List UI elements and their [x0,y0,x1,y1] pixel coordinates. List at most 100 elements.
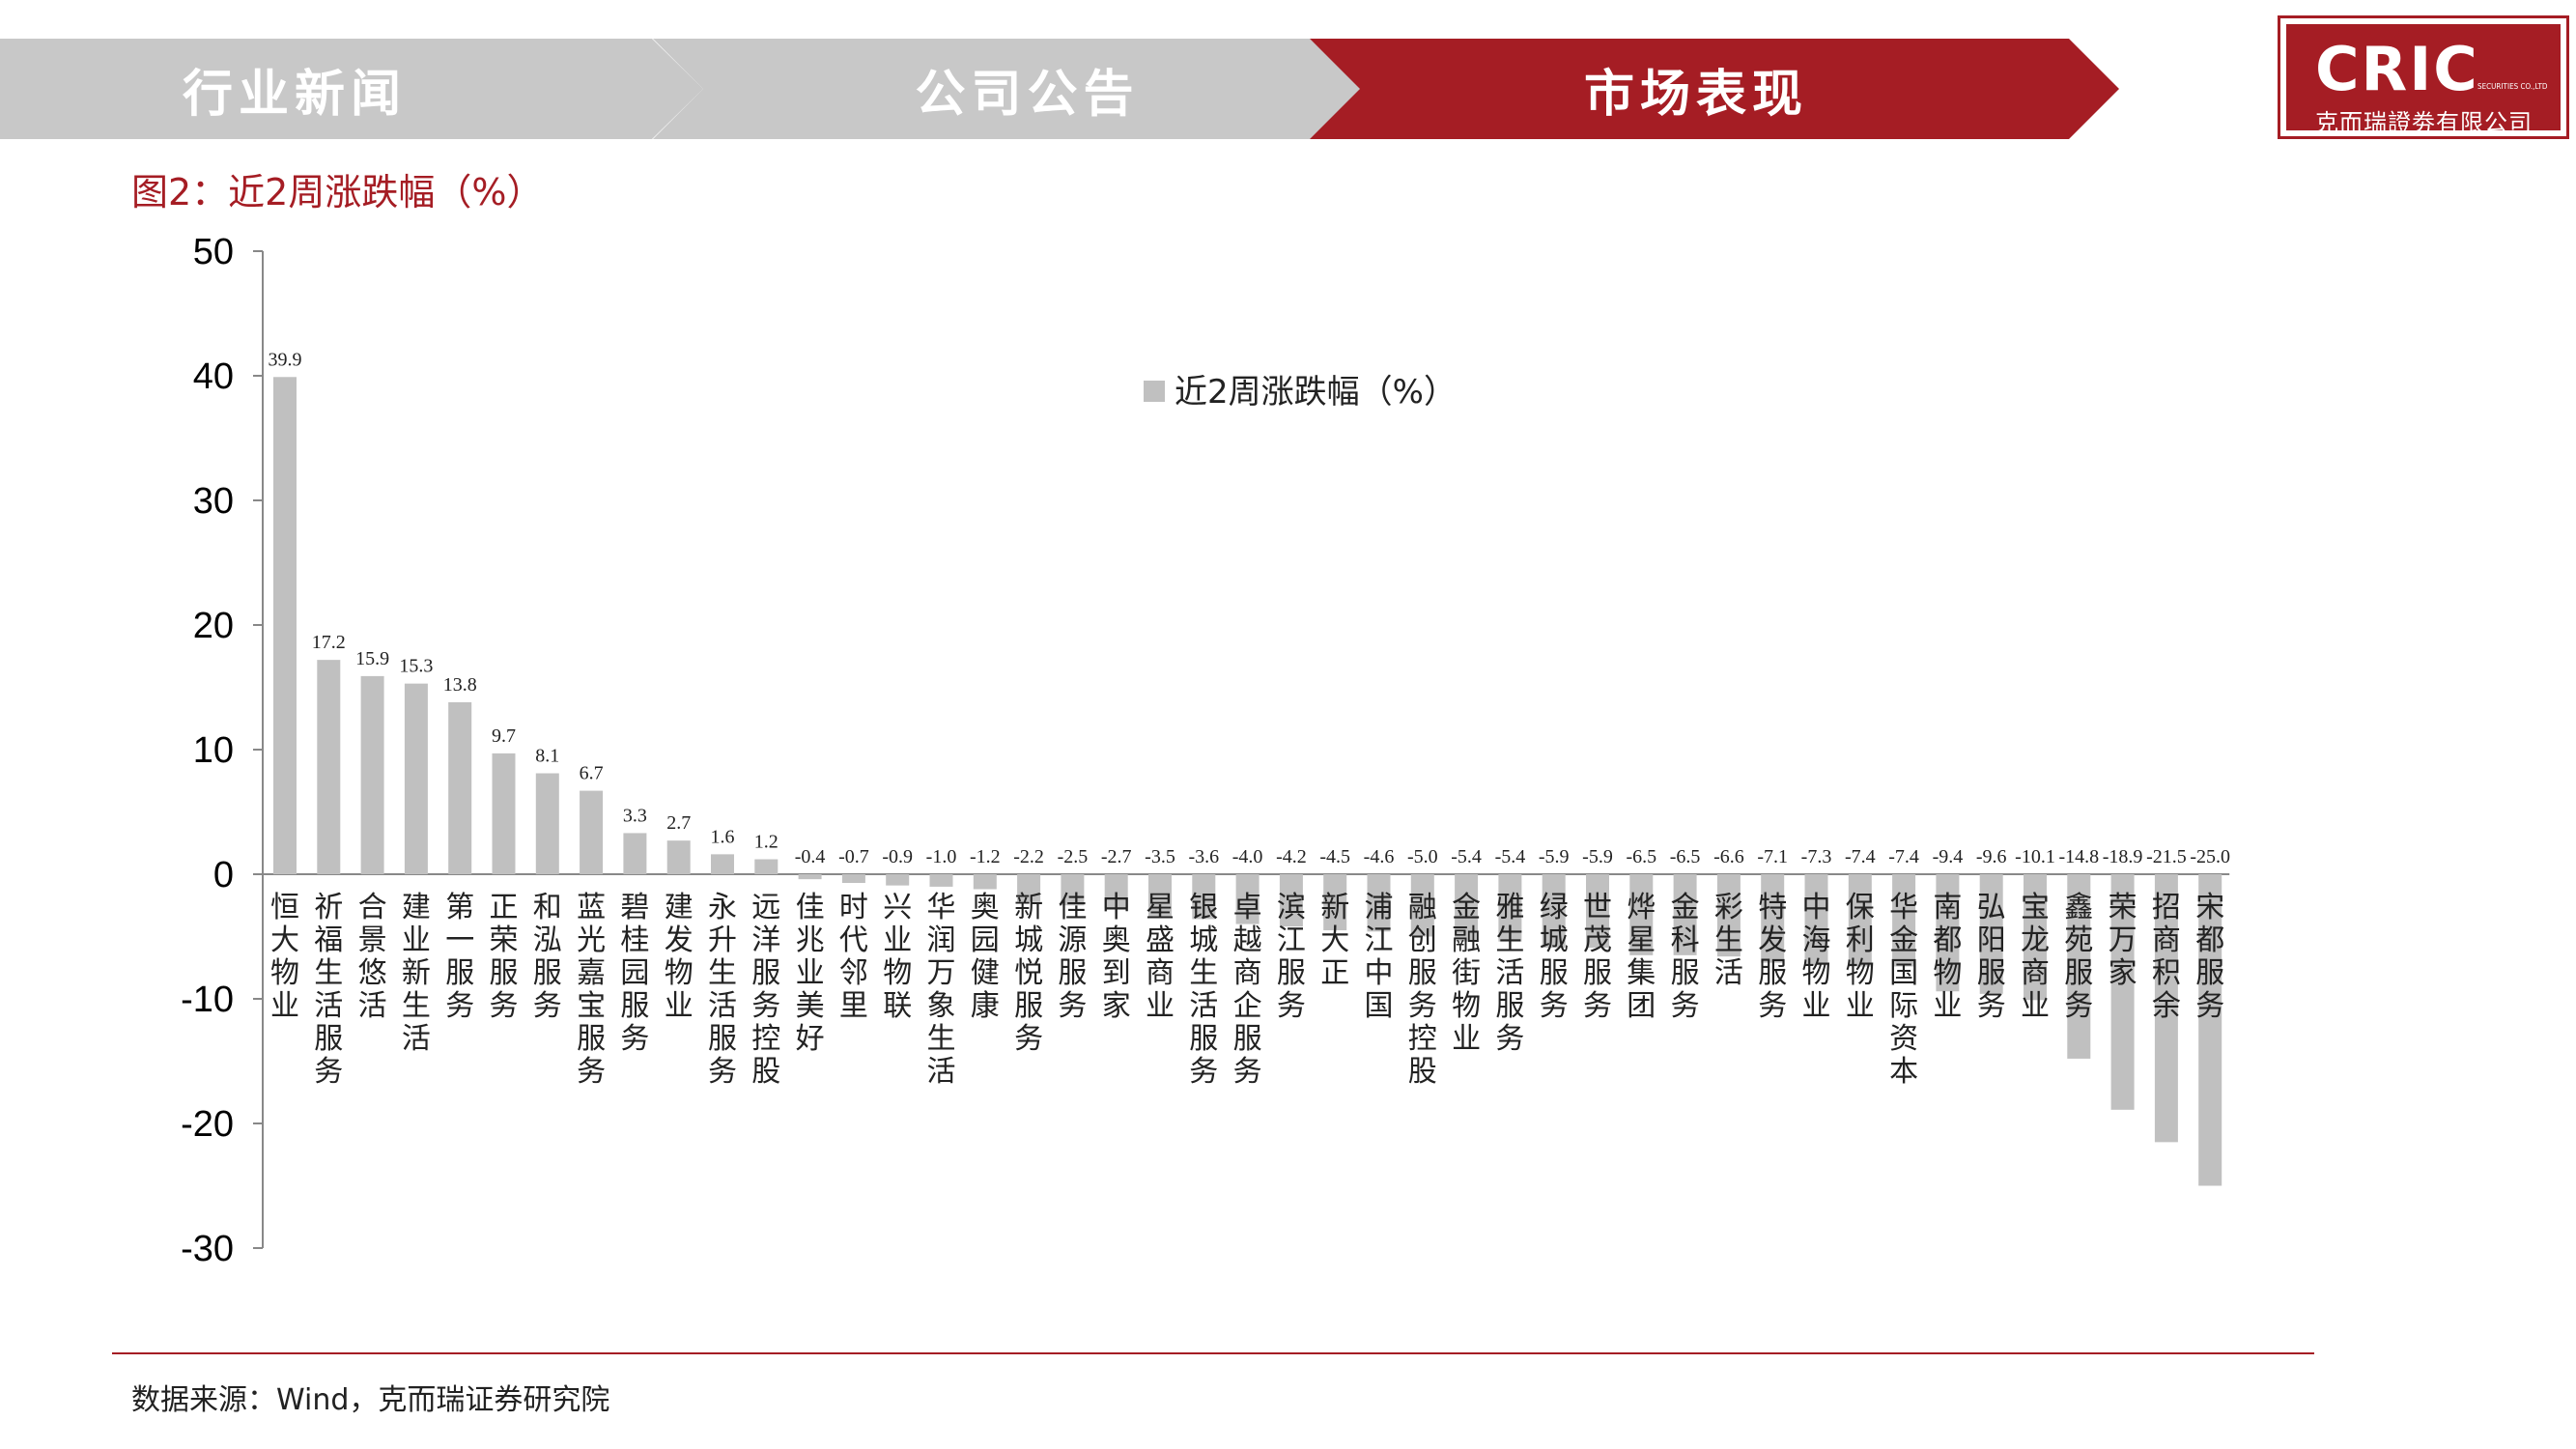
data-label: 3.3 [623,805,647,826]
y-tick-label: 0 [213,855,234,895]
logo-background: CRIC SECURITIES CO.,LTD 克而瑞證劵有限公司 [2286,24,2561,136]
bar [1542,874,1566,949]
category-label: 时代邻里 [839,891,868,1023]
bar [404,683,428,874]
category-label: 保利物业 [1846,891,1875,1023]
data-label: -2.7 [1101,846,1132,867]
category-label: 彩生活 [1714,891,1743,990]
category-label: 新城悦服务 [1014,891,1043,1056]
bar [2024,874,2047,1001]
bar [798,874,822,880]
logo-mark: CRIC [2315,34,2479,104]
bar [535,773,559,874]
category-label: 滨江服务 [1277,891,1306,1023]
tab-industry-news[interactable]: 行业新闻 [0,39,705,139]
data-label: 15.9 [355,648,389,669]
category-label: 融创服务控股 [1408,891,1437,1089]
y-tick-label: 40 [193,356,234,397]
data-label: -4.5 [1319,846,1350,867]
category-label: 正荣服务 [490,891,519,1023]
y-tick-label: -10 [181,980,234,1020]
category-label: 宝龙商业 [2021,891,2050,1023]
category-label: 南都物业 [1933,891,1962,1023]
data-label: 1.6 [711,826,735,847]
bar [1629,874,1654,955]
bar [1455,874,1479,942]
data-label: -7.4 [1888,846,1919,867]
data-label: -2.5 [1058,846,1089,867]
tab-market-performance[interactable]: 市场表现 [1310,39,2121,139]
category-label: 特发服务 [1758,891,1787,1023]
bar [2198,874,2222,1186]
bar [1367,874,1391,932]
y-tick-label: 20 [193,606,234,646]
y-tick-label: -20 [181,1104,234,1145]
data-label: 17.2 [312,632,346,653]
category-label: 远洋服务控股 [751,891,780,1089]
category-label: 招商积余 [2152,891,2181,1023]
tab-label: 市场表现 [1583,65,1808,124]
category-label: 新大正 [1320,891,1349,990]
category-label: 弘阳服务 [1977,891,2006,1023]
data-labels: 39.9 17.2 15.9 15.3 13.8 9.7 8.1 6.7 3.3 2.7 1.6 1.… [269,349,2231,867]
bar [1279,874,1303,927]
y-tick-label: 50 [193,232,234,272]
category-label: 中海物业 [1802,891,1831,1023]
bar [1061,874,1085,906]
category-label: 和泓服务 [533,891,562,1023]
y-tick-label: 30 [193,481,234,522]
bar [1979,874,2003,994]
bar [666,840,691,874]
data-label: -2.2 [1013,846,1044,867]
data-label: -9.6 [1976,846,2007,867]
category-label: 鑫苑服务 [2064,891,2093,1023]
bar [1673,874,1697,955]
data-label: -6.5 [1670,846,1701,867]
source-note: 数据来源：Wind，克而瑞证券研究院 [131,1383,610,1417]
category-label: 绿城服务 [1540,891,1569,1023]
bar [1716,874,1741,957]
logo-subtitle: SECURITIES CO.,LTD [2477,82,2548,91]
data-label: 15.3 [399,656,433,677]
tab-shape [1310,39,2119,139]
data-label: -1.0 [926,846,957,867]
data-label: -6.5 [1626,846,1656,867]
category-label: 合景悠活 [358,891,387,1023]
category-label: 金科服务 [1671,891,1700,1023]
bar-chart: 50 40 30 20 10 0 -10 -20 -30 39.9 17.2 15.9 15.3 13.… [181,232,2231,1269]
tab-company-announcements[interactable]: 公司公告 [653,39,1363,139]
data-label: -5.9 [1582,846,1613,867]
category-label: 祈福生活服务 [314,891,343,1089]
category-label: 雅生活服务 [1495,891,1524,1056]
data-label: 9.7 [492,725,516,747]
category-label: 银城生活服务 [1189,891,1218,1089]
data-label: -5.9 [1539,846,1570,867]
legend-swatch [1144,381,1165,402]
bar [841,874,865,884]
data-label: -18.9 [2103,846,2143,867]
tab-shape [653,39,1361,139]
data-label: -4.6 [1364,846,1395,867]
tab-label: 公司公告 [915,65,1140,124]
bar [1192,874,1216,920]
data-label: 39.9 [269,349,302,370]
data-label: 8.1 [535,746,559,767]
category-label: 永升生活服务 [708,891,737,1089]
category-label: 荣万家 [2109,891,2137,990]
category-label: 蓝光嘉宝服务 [577,891,606,1089]
bar [1323,874,1347,931]
data-label: -0.9 [882,846,913,867]
category-label: 华金国际资本 [1889,891,1918,1089]
data-label: -7.1 [1757,846,1788,867]
category-labels: 恒大物业祈福生活服务合景悠活建业新生活第一服务正荣服务和泓服务蓝光嘉宝服务碧桂园… [270,891,2224,1089]
footer-rule [112,1352,2314,1354]
data-label: -5.0 [1407,846,1438,867]
data-label: -25.0 [2190,846,2230,867]
data-label: -7.4 [1845,846,1876,867]
bar [1104,874,1128,908]
data-label: -5.4 [1451,846,1482,867]
bar [1017,874,1041,902]
category-label: 建发物业 [665,891,694,1023]
category-label: 兴业物联 [883,891,912,1023]
bar [317,660,341,874]
